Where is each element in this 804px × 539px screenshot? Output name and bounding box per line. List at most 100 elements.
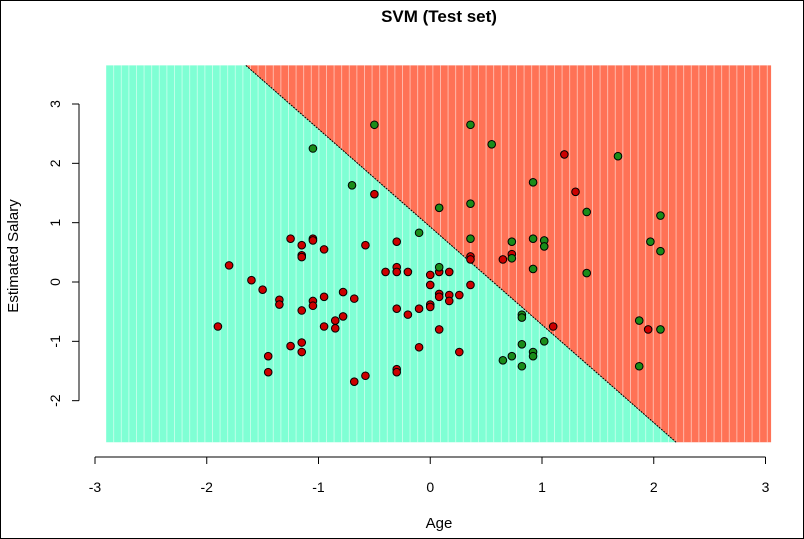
point-class-1	[466, 120, 475, 130]
point-class-1	[528, 178, 538, 187]
x-tick-label: 2	[650, 479, 658, 495]
point-class-1	[528, 351, 538, 361]
point-class-0	[392, 237, 402, 246]
point-class-0	[381, 267, 390, 277]
point-class-0	[286, 341, 295, 351]
point-class-0	[392, 304, 402, 314]
x-tick-label: 1	[538, 479, 546, 495]
point-class-0	[308, 301, 318, 311]
point-class-1	[539, 337, 549, 346]
point-class-0	[403, 310, 413, 319]
x-tick-label: -2	[201, 479, 214, 495]
point-class-0	[444, 267, 454, 277]
point-class-1	[582, 207, 592, 217]
point-class-0	[247, 275, 256, 285]
point-class-0	[338, 287, 348, 297]
y-tick-label: -1	[47, 335, 63, 348]
x-tick-label: 0	[426, 479, 434, 495]
point-class-1	[656, 246, 665, 256]
point-class-0	[330, 316, 340, 325]
point-class-0	[455, 347, 464, 357]
y-tick-label: -2	[47, 394, 63, 407]
point-class-0	[224, 261, 234, 270]
point-class-0	[361, 371, 370, 381]
point-class-1	[466, 234, 475, 243]
y-axis-label: Estimated Salary	[5, 199, 22, 313]
decision-regions	[106, 65, 772, 443]
point-class-0	[338, 312, 348, 321]
point-class-0	[297, 240, 307, 250]
point-class-0	[361, 240, 370, 250]
point-class-1	[656, 211, 665, 220]
point-class-0	[330, 323, 340, 333]
point-class-0	[444, 296, 454, 306]
point-class-1	[498, 356, 508, 365]
point-class-0	[263, 367, 273, 377]
point-class-0	[297, 306, 307, 315]
point-class-0	[425, 302, 435, 312]
point-class-1	[517, 361, 527, 371]
point-class-1	[434, 203, 444, 213]
point-class-1	[507, 237, 517, 246]
x-axis-label: Age	[426, 515, 453, 532]
point-class-0	[319, 292, 329, 302]
point-class-0	[392, 267, 402, 277]
point-class-0	[425, 270, 435, 280]
point-class-0	[349, 294, 359, 303]
decision-boundary	[245, 65, 677, 443]
point-class-1	[528, 264, 538, 274]
point-class-0	[560, 150, 569, 159]
y-tick-label: 1	[47, 219, 63, 227]
point-class-1	[507, 253, 517, 263]
point-class-0	[258, 285, 267, 295]
point-class-0	[466, 255, 475, 264]
point-class-0	[498, 255, 508, 264]
x-axis: -3 -2 -1 0 1 2 3	[89, 456, 770, 495]
y-tick-label: 0	[47, 278, 63, 286]
chart-title: SVM (Test set)	[381, 7, 497, 26]
point-class-0	[349, 377, 359, 386]
point-class-0	[455, 290, 464, 300]
x-tick-label: -1	[312, 479, 325, 495]
point-class-1	[414, 228, 424, 238]
point-class-1	[466, 199, 475, 208]
point-class-1	[507, 351, 517, 361]
point-class-0	[643, 325, 653, 334]
point-class-1	[539, 242, 549, 251]
x-tick-label: -3	[89, 479, 102, 495]
y-tick-label: 3	[47, 100, 63, 108]
point-class-1	[613, 151, 623, 161]
point-class-0	[434, 292, 444, 302]
point-class-0	[434, 325, 444, 334]
point-class-0	[263, 351, 273, 361]
point-class-0	[414, 342, 424, 352]
point-class-0	[425, 280, 435, 290]
point-class-1	[308, 144, 318, 153]
point-class-1	[634, 316, 644, 325]
point-class-1	[634, 361, 644, 371]
point-class-0	[319, 322, 329, 331]
point-class-1	[434, 262, 444, 272]
point-class-1	[528, 234, 538, 243]
y-axis: -2 -1 0 1 2 3	[47, 100, 80, 407]
point-class-0	[571, 187, 580, 197]
point-class-0	[319, 245, 329, 254]
point-class-1	[582, 268, 592, 278]
point-class-0	[403, 267, 413, 277]
point-class-0	[297, 252, 307, 262]
point-class-0	[548, 322, 558, 331]
point-class-0	[213, 322, 223, 331]
point-class-0	[414, 304, 424, 314]
point-class-1	[370, 120, 379, 130]
point-class-0	[466, 280, 475, 290]
point-class-0	[370, 189, 379, 199]
point-class-0	[297, 338, 307, 347]
point-class-0	[297, 347, 307, 357]
point-class-1	[517, 313, 527, 322]
point-class-0	[275, 300, 284, 309]
data-points	[213, 120, 665, 386]
x-tick-label: 3	[762, 479, 770, 495]
point-class-0	[286, 234, 295, 243]
point-class-1	[517, 340, 527, 349]
